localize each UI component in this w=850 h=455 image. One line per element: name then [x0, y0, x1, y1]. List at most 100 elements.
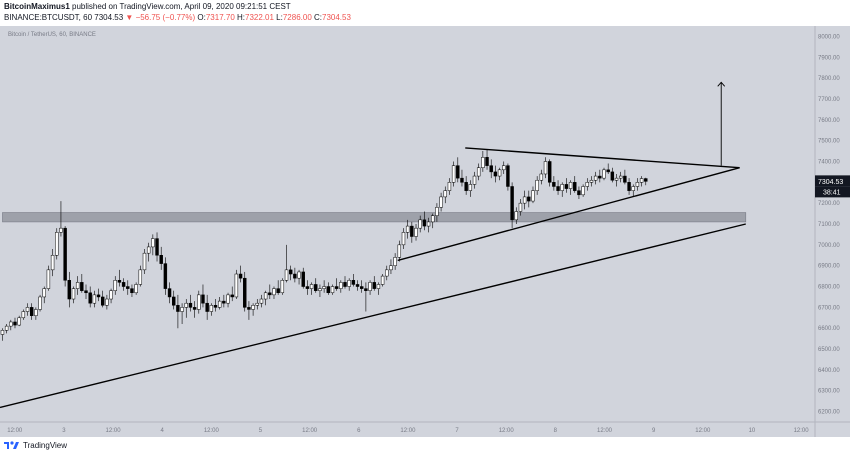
x-tick-label: 12:00 [204, 428, 220, 434]
candle-body-up [389, 265, 393, 271]
candle [4, 324, 9, 334]
candle [426, 217, 431, 233]
candle-body-up [322, 286, 326, 289]
y-tick-label: 6500.00 [818, 347, 840, 353]
x-tick-label: 12:00 [499, 428, 515, 434]
candle-body-down [188, 302, 193, 308]
candle [192, 301, 197, 318]
candle [334, 278, 339, 291]
candle-body-up [71, 288, 76, 300]
candle [602, 167, 606, 181]
candle-body-up [297, 271, 301, 279]
tradingview-logo[interactable]: TradingView [4, 440, 67, 450]
candle [9, 319, 13, 331]
author-name[interactable]: BitcoinMaximus1 [4, 2, 70, 11]
candle [92, 290, 97, 308]
candle-body-down [159, 255, 163, 264]
low-value: 7286.00 [282, 13, 312, 22]
candle [431, 213, 435, 229]
candle [631, 184, 635, 197]
candle [589, 176, 594, 187]
candle [635, 178, 640, 191]
candle-body-up [234, 273, 239, 298]
candle [288, 265, 293, 281]
support-zone [2, 212, 747, 223]
candle [17, 315, 21, 327]
y-tick-label: 7500.00 [818, 139, 840, 145]
candle [343, 276, 347, 289]
y-tick-label: 8000.00 [818, 34, 840, 40]
candle-body-down [155, 238, 159, 256]
chart-title: Bitcoin / TetherUS, 60, BINANCE [8, 32, 96, 38]
candle-body-up [339, 282, 343, 289]
candle [405, 219, 410, 239]
candle-body-down [489, 165, 493, 173]
candle [543, 157, 548, 179]
candle [284, 244, 289, 283]
candle-body-up [318, 288, 322, 291]
candle [393, 253, 397, 270]
candle-body-up [618, 175, 623, 179]
candle-body-down [205, 302, 209, 312]
open-label: O: [197, 13, 206, 22]
candle [531, 186, 535, 204]
candle-body-up [280, 280, 285, 294]
candle [556, 180, 560, 195]
candle-body-up [197, 294, 201, 310]
candle-body-down [163, 263, 168, 289]
candle [497, 167, 502, 181]
candle [130, 284, 134, 297]
candle [280, 278, 285, 295]
candle-body-up [259, 298, 264, 304]
time-axis[interactable] [0, 422, 850, 437]
candle [230, 286, 234, 302]
candle [639, 176, 644, 187]
candle [573, 176, 577, 193]
candle-body-up [468, 184, 473, 191]
publish-info: BitcoinMaximus1 published on TradingView… [4, 2, 291, 11]
candle-body-down [247, 307, 251, 310]
candle [138, 265, 143, 287]
candle-body-down [556, 186, 560, 191]
candle-body-up [531, 190, 535, 202]
candle-body-up [472, 175, 477, 185]
candle-body-down [351, 280, 356, 285]
y-tick-label: 7400.00 [818, 159, 840, 165]
high-value: 7322.01 [245, 13, 274, 22]
candle-body-up [9, 321, 13, 327]
candle-body-up [142, 252, 147, 271]
candle [243, 271, 247, 312]
candle-body-up [75, 282, 80, 289]
price-chart[interactable]: Bitcoin / TetherUS, 60, BINANCE 6200.006… [0, 26, 850, 437]
candle [184, 299, 188, 318]
candle-body-up [4, 325, 9, 331]
candle-body-up [393, 257, 397, 266]
candle-body-down [314, 284, 318, 291]
candle-body-up [330, 286, 335, 294]
candle-timer-label: 38:41 [823, 189, 841, 196]
candle-body-up [146, 246, 151, 254]
x-tick-label: 4 [161, 428, 165, 434]
candle [80, 274, 84, 293]
candle-body-down [201, 294, 205, 304]
candle-body-up [309, 284, 314, 289]
candle-body-up [593, 175, 598, 181]
last-price: 7304.53 [94, 13, 124, 22]
x-tick-label: 12:00 [7, 428, 23, 434]
candle [347, 278, 351, 291]
low-label: L: [276, 13, 283, 22]
candle-body-up [263, 292, 268, 300]
candle-body-up [50, 255, 55, 271]
candle [435, 203, 439, 222]
candle [464, 176, 468, 195]
candle-body-up [539, 173, 544, 181]
price-axis[interactable] [815, 26, 850, 422]
candle-body-down [88, 292, 92, 304]
candle-body-down [644, 178, 648, 182]
y-tick-label: 7100.00 [818, 222, 840, 228]
candle-body-up [568, 182, 573, 189]
candle-body-down [67, 280, 72, 300]
candle-body-up [134, 284, 138, 294]
candle-body-up [105, 298, 109, 306]
candle [197, 290, 201, 314]
